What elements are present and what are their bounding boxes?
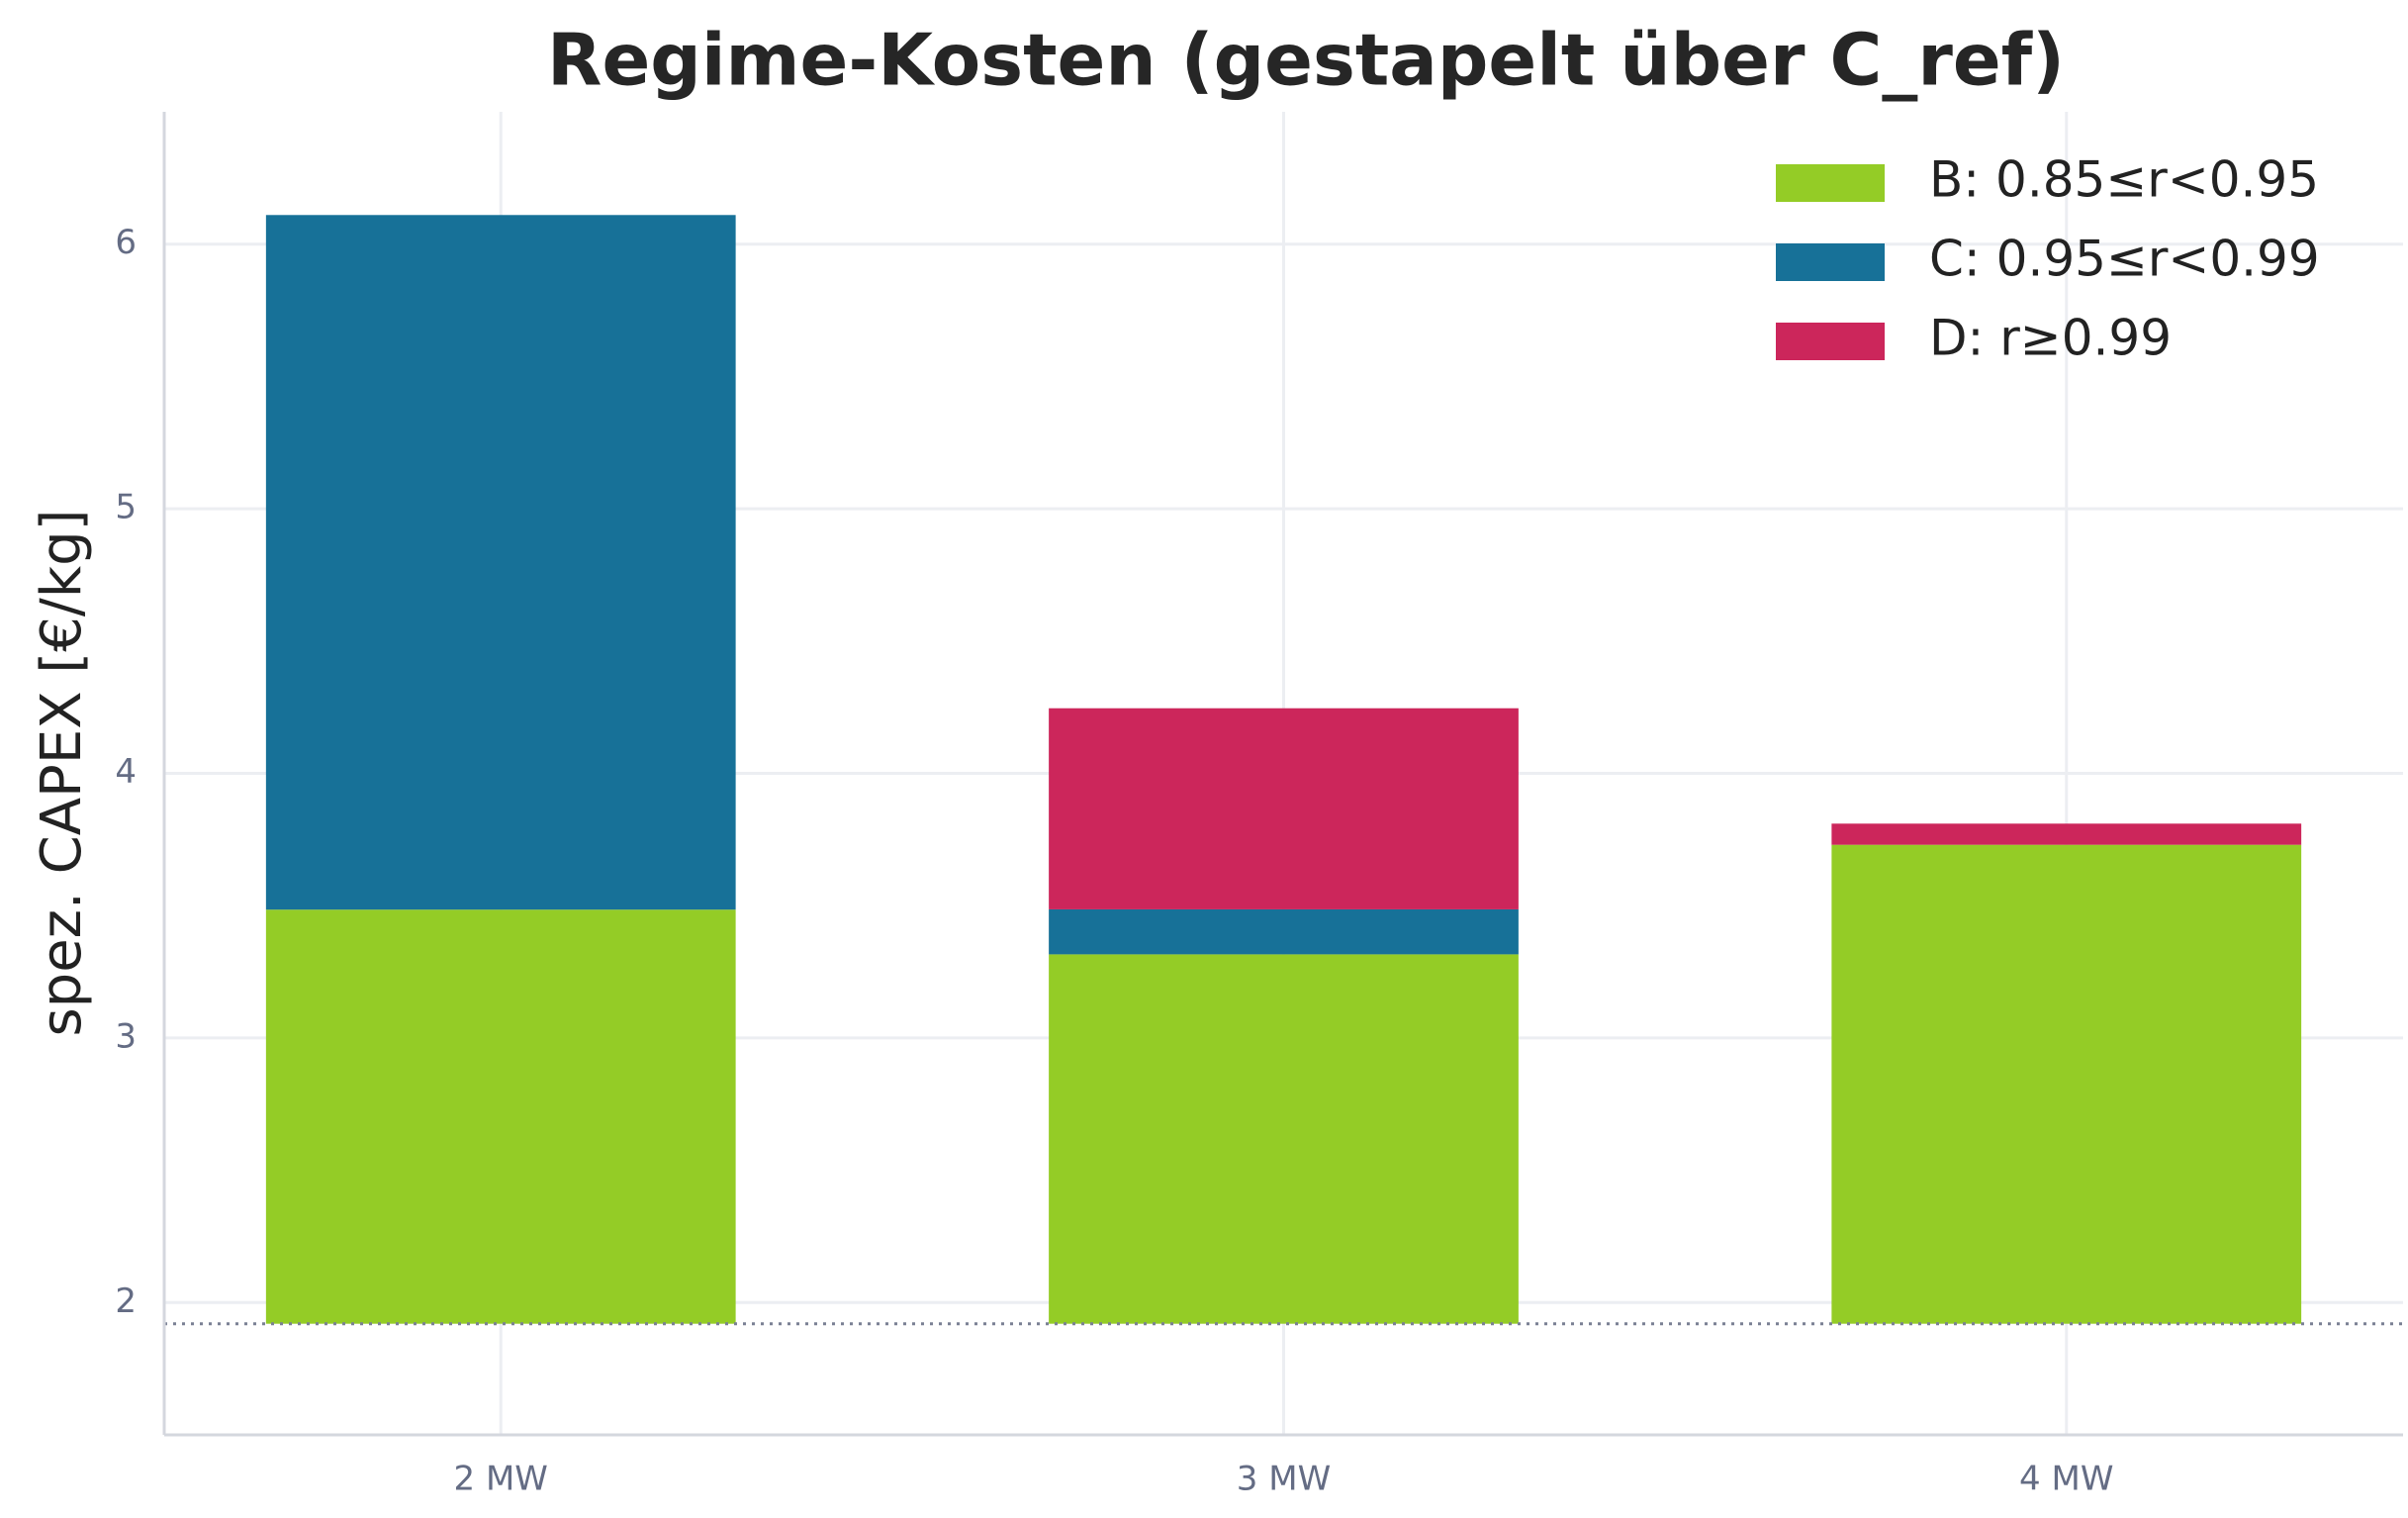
chart-title: Regime-Kosten (gestapelt über C_ref) <box>547 19 2065 102</box>
bar-segment <box>265 909 736 1324</box>
bar-segment <box>1831 844 2302 1324</box>
y-axis-label: spez. CAPEX [€/kg] <box>30 509 94 1036</box>
bar-segment <box>1831 823 2302 845</box>
x-tick-label: 4 MW <box>2019 1460 2113 1499</box>
bar-segment <box>1049 954 1519 1324</box>
legend-label: C: 0.95≤r<0.99 <box>1929 231 2320 288</box>
legend-swatch <box>1776 323 1885 360</box>
bar-segment <box>265 215 736 910</box>
bar-segment <box>1049 708 1519 909</box>
bar-segment <box>1049 908 1519 955</box>
legend-label: B: 0.85≤r<0.95 <box>1929 151 2319 209</box>
y-tick-label: 5 <box>115 488 137 527</box>
legend-swatch <box>1776 243 1885 281</box>
x-tick-label: 2 MW <box>454 1460 548 1499</box>
legend-swatch <box>1776 164 1885 202</box>
y-tick-label: 6 <box>115 223 137 262</box>
y-tick-label: 2 <box>115 1281 137 1321</box>
y-tick-label: 4 <box>115 752 137 792</box>
y-tick-label: 3 <box>115 1016 137 1056</box>
legend-label: D: r≥0.99 <box>1929 310 2172 367</box>
x-tick-label: 3 MW <box>1237 1460 1331 1499</box>
